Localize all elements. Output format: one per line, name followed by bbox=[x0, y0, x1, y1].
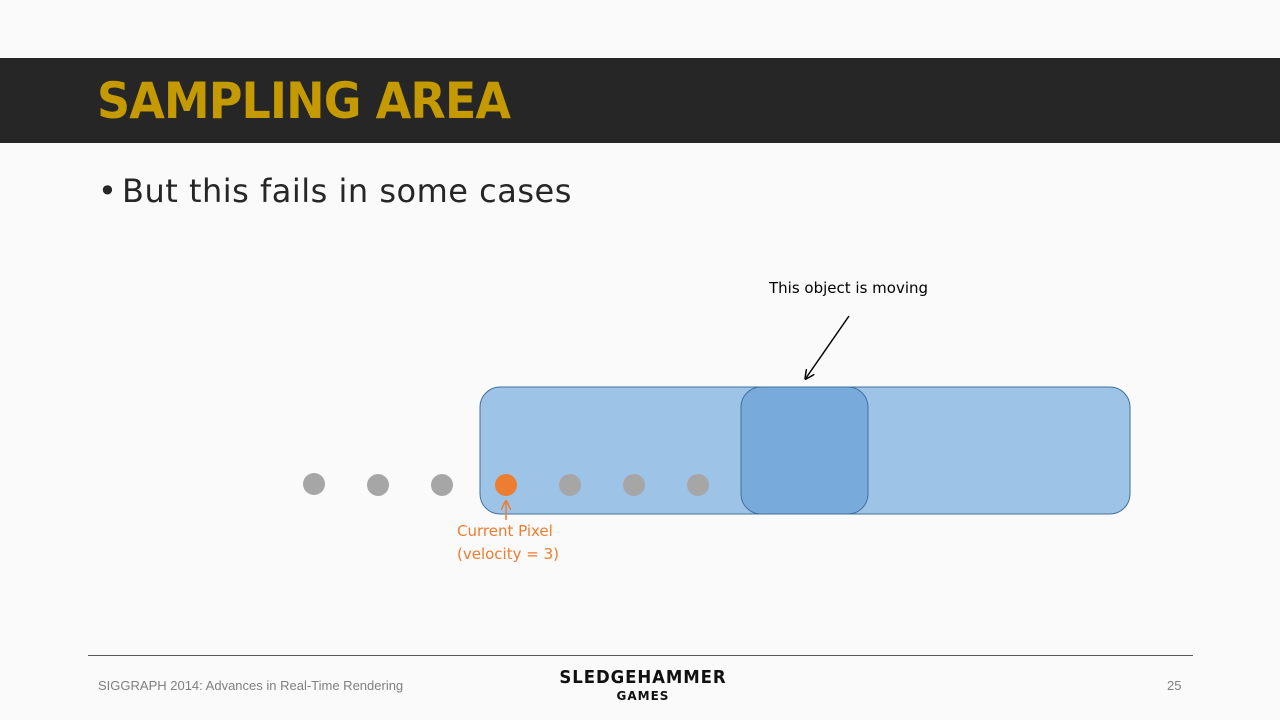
sample-dot bbox=[687, 474, 709, 496]
sample-dots bbox=[303, 473, 709, 496]
sledgehammer-logo: SLEDGEHAMMER GAMES bbox=[540, 668, 746, 704]
moving-object-label: This object is moving bbox=[769, 279, 929, 297]
current-pixel-label: Current Pixel (velocity = 3) bbox=[457, 520, 559, 566]
footer-divider bbox=[88, 655, 1193, 656]
logo-line1: SLEDGEHAMMER bbox=[559, 667, 727, 688]
current-pixel-dot bbox=[495, 474, 517, 496]
moving-object bbox=[740, 386, 869, 515]
bullet-marker: • bbox=[98, 172, 118, 210]
logo-line2: GAMES bbox=[616, 689, 670, 703]
footer-conference: SIGGRAPH 2014: Advances in Real-Time Ren… bbox=[98, 678, 404, 693]
slide-title: SAMPLING AREA bbox=[97, 72, 511, 130]
page-number: 25 bbox=[1167, 678, 1182, 693]
moving-object-arrow bbox=[806, 315, 850, 378]
current-pixel-label-line1: Current Pixel bbox=[457, 522, 553, 540]
sample-dot bbox=[303, 473, 325, 495]
sample-dot bbox=[559, 474, 581, 496]
sample-dot bbox=[431, 474, 453, 496]
current-pixel-label-line2: (velocity = 3) bbox=[457, 545, 559, 563]
sample-dot bbox=[367, 474, 389, 496]
bullet-point: • But this fails in some cases bbox=[98, 172, 572, 210]
bullet-text: But this fails in some cases bbox=[122, 172, 572, 210]
sample-dot bbox=[623, 474, 645, 496]
title-bar: SAMPLING AREA bbox=[0, 58, 1280, 143]
